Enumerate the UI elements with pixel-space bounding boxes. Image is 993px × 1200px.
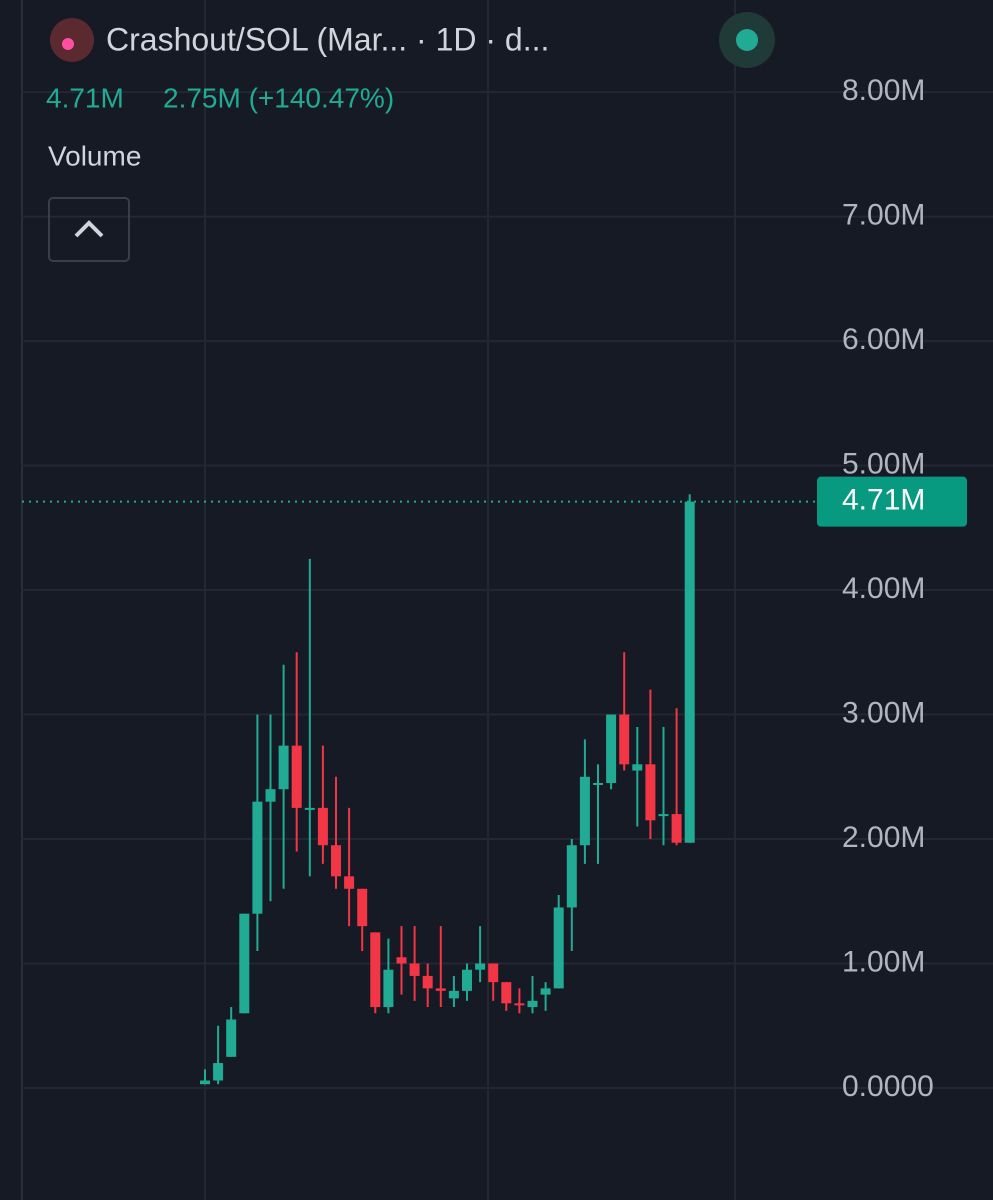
- candle-body: [553, 907, 564, 989]
- candle-body: [475, 963, 486, 970]
- candle-body: [383, 969, 394, 1008]
- candle-body: [304, 807, 315, 810]
- candle-body: [579, 776, 590, 846]
- legend-change: 2.75M (+140.47%): [163, 82, 394, 113]
- candle-body: [501, 982, 512, 1004]
- y-tick-label: 1.00M: [842, 945, 925, 978]
- symbol-title: Crashout/SOL (Mar... · 1D · d...: [106, 21, 549, 57]
- y-tick-label: 6.00M: [842, 323, 925, 356]
- y-axis: 0.0000 1.00M 2.00M 3.00M 4.00M 5.00M 6.00M 7.00…: [22, 74, 967, 1103]
- candle-body: [265, 789, 276, 802]
- candle-body: [435, 988, 446, 991]
- legend-close: 4.71M: [46, 82, 124, 113]
- y-tick-label: 7.00M: [842, 199, 925, 232]
- candle-body: [462, 969, 472, 991]
- candle-body: [645, 764, 656, 821]
- candle-body: [278, 745, 289, 790]
- candle-body: [527, 1000, 538, 1008]
- candle-body: [566, 845, 577, 908]
- candle-body: [448, 990, 459, 999]
- candle-body: [684, 501, 695, 843]
- candle-body: [226, 1019, 237, 1057]
- collapse-button[interactable]: [48, 197, 130, 262]
- candles: [200, 494, 695, 1085]
- candle-body: [317, 807, 328, 846]
- candle-body: [331, 845, 341, 877]
- y-tick-label: 8.00M: [842, 74, 925, 107]
- candle-body: [357, 888, 368, 927]
- chevron-up: [74, 220, 104, 238]
- candle-body: [488, 963, 499, 983]
- indicator-name: Volume: [48, 140, 141, 171]
- candle-body: [396, 957, 407, 964]
- candle-body: [606, 714, 617, 783]
- y-tick-label: 2.00M: [842, 821, 925, 854]
- candle-body: [239, 913, 250, 1014]
- candle-body: [658, 814, 669, 817]
- candle-body: [422, 975, 433, 989]
- candle-body: [593, 782, 603, 785]
- candle-body: [344, 876, 355, 889]
- y-tick-label: 4.00M: [842, 572, 925, 605]
- candle-body: [252, 801, 263, 914]
- candle-body: [514, 1003, 525, 1006]
- candle-body: [409, 963, 420, 976]
- last-price-tag: [817, 476, 967, 527]
- candle-body: [200, 1080, 210, 1085]
- candle-body: [213, 1063, 224, 1081]
- candle-body: [540, 988, 551, 995]
- candle-body: [370, 932, 381, 1008]
- candle-body: [619, 714, 630, 765]
- y-tick-label: 0.0000: [842, 1070, 934, 1103]
- last-price-label: 4.71M: [842, 484, 925, 517]
- candle-body: [671, 814, 682, 843]
- candle-body: [632, 764, 643, 771]
- y-tick-label: 5.00M: [842, 447, 925, 480]
- avatar-detail: [62, 38, 74, 50]
- status-dot: [736, 29, 758, 51]
- grid: [22, 91, 993, 1089]
- candle-body: [291, 745, 302, 808]
- y-tick-label: 3.00M: [842, 696, 925, 729]
